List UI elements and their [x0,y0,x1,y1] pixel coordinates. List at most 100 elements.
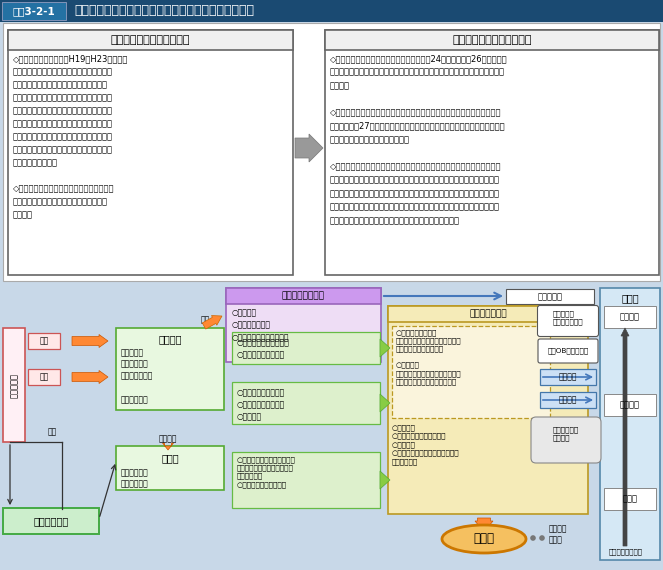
FancyBboxPatch shape [226,288,381,304]
Text: 指針: 指針 [39,373,48,381]
FancyBboxPatch shape [3,284,660,567]
FancyBboxPatch shape [604,306,656,328]
Text: 迷等の影響も手伝って、十分な工賃向上と: 迷等の影響も手伝って、十分な工賃向上と [13,145,113,154]
FancyBboxPatch shape [2,2,66,20]
FancyBboxPatch shape [600,288,660,560]
FancyBboxPatch shape [232,452,380,508]
FancyBboxPatch shape [538,339,598,363]
Text: 企業OBの送り出し: 企業OBの送り出し [548,348,589,355]
FancyBboxPatch shape [28,333,60,349]
FancyBboxPatch shape [28,369,60,385]
Text: 購入促進: 購入促進 [559,396,577,405]
Text: ハローワーク: ハローワーク [33,516,69,526]
Text: 工賃水準
の向上: 工賃水準 の向上 [549,524,568,544]
Text: 工賃向上に向けた取組みを実施。: 工賃向上に向けた取組みを実施。 [330,135,410,144]
Text: ◇工賃倍増５か年計画（H19～H23）では、: ◇工賃倍増５か年計画（H19～H23）では、 [13,54,129,63]
Text: 厚生労働省: 厚生労働省 [9,373,19,397]
Text: 企業と福祉の
交流の場: 企業と福祉の 交流の場 [553,426,579,441]
Text: から、平成27年度以降についても、「工賃向上計画」を策定し、引き続き: から、平成27年度以降についても、「工賃向上計画」を策定し、引き続き [330,121,506,131]
FancyBboxPatch shape [531,417,601,463]
Text: 発注促進: 発注促進 [559,373,577,381]
Text: 都道府県: 都道府県 [158,334,182,344]
Text: ○コンサルタント派遣
○企業との交流の促進
○人材育成: ○コンサルタント派遣 ○企業との交流の促進 ○人材育成 [237,388,285,421]
Text: 頼の獲得により安定的な作業の確保、ひいては安定的・継続的な運営に資: 頼の獲得により安定的な作業の確保、ひいては安定的・継続的な運営に資 [330,176,500,185]
FancyArrow shape [162,443,174,450]
FancyBboxPatch shape [116,328,224,410]
Text: は、必ずしも全ての事業所で計画の作成が: は、必ずしも全ての事業所で計画の作成が [13,119,113,128]
Text: ◇市町村レベル・地域レベルでの関係者の理: ◇市町村レベル・地域レベルでの関係者の理 [13,184,115,193]
Text: 経済団体: 経済団体 [620,312,640,321]
Text: ○仕事のあっせん・仲介
○仕事内容の情報提供: ○仕事のあっせん・仲介 ○仕事内容の情報提供 [237,338,290,359]
Text: 等に力点を置き、工賃向上への取組みが推: 等に力点を置き、工賃向上への取組みが推 [13,93,113,102]
Text: 一般就労移行促進: 一般就労移行促進 [609,549,643,555]
Text: 設置: 設置 [200,316,210,324]
Text: なされておらず、また、この間の景気の低: なされておらず、また、この間の景気の低 [13,132,113,141]
Text: ・都道府県
　計画の作成
　（目標設定）

・事業所支援: ・都道府県 計画の作成 （目標設定） ・事業所支援 [121,348,153,404]
Text: ◇全ての都道府県及び事業所において、平成24年度から平成26年度までの: ◇全ての都道府県及び事業所において、平成24年度から平成26年度までの [330,54,508,63]
Text: 就労支援事業所: 就労支援事業所 [469,310,507,319]
Text: 「工賃倍増５か年計画」と「工賃向上計画」について: 「工賃倍増５か年計画」と「工賃向上計画」について [74,5,254,18]
FancyBboxPatch shape [604,488,656,510]
Text: するような取組みが重要であることから、具体的には、経営力育成・強化: するような取組みが重要であることから、具体的には、経営力育成・強化 [330,189,500,198]
Text: 解や協力関係の確立なども十分とは言え: 解や協力関係の確立なども十分とは言え [13,197,108,206]
Text: 共同受注窓口組織: 共同受注窓口組織 [282,291,325,300]
Text: 実施。: 実施。 [330,81,350,90]
FancyBboxPatch shape [8,30,293,275]
FancyArrow shape [380,339,390,357]
FancyBboxPatch shape [325,30,659,50]
Text: ◇工賃向上に当たっては、計画に基づいた継続的な取組みが重要であること: ◇工賃向上に当たっては、計画に基づいた継続的な取組みが重要であること [330,108,501,117]
FancyBboxPatch shape [116,446,224,490]
FancyBboxPatch shape [8,30,293,50]
Text: 都道府県レベルでの計画作成・関係機関や: 都道府県レベルでの計画作成・関係機関や [13,67,113,76]
Text: ３か年を対象とした「工賃向上計画」を策定し、工賃向上に向けた取組みを: ３か年を対象とした「工賃向上計画」を策定し、工賃向上に向けた取組みを [330,67,505,76]
Text: 仕事の発注: 仕事の発注 [538,292,562,301]
Text: ○経営力育成・強化
　（工賃向上計画の策定及び管理
　者の意識向上を図る）

○技術向上
　（専門家による技術指導や経営
　指導のアドバイス等を行う）: ○経営力育成・強化 （工賃向上計画の策定及び管理 者の意識向上を図る） ○技術向… [396,329,461,385]
FancyBboxPatch shape [392,326,550,418]
Circle shape [539,535,545,541]
FancyBboxPatch shape [506,289,594,304]
Text: 利用者: 利用者 [473,532,495,545]
FancyBboxPatch shape [388,306,588,514]
Text: 向上、共同化の推進のための支援の強化・促進を図る。: 向上、共同化の推進のための支援の強化・促進を図る。 [330,216,460,225]
Text: 産業界: 産業界 [621,293,639,303]
FancyBboxPatch shape [0,0,663,22]
FancyBboxPatch shape [226,288,381,362]
FancyArrow shape [621,328,629,546]
Text: 補助: 補助 [39,336,48,345]
Text: なり得ていない。: なり得ていない。 [13,158,58,167]
FancyBboxPatch shape [3,23,660,281]
Text: ○計画作成
○経営改善、商品開発　等
○市場開拓
○複数の事業所の協働した受注、
　品質管理等: ○計画作成 ○経営改善、商品開発 等 ○市場開拓 ○複数の事業所の協働した受注、… [392,424,459,465]
FancyBboxPatch shape [232,382,380,424]
FancyBboxPatch shape [540,392,596,408]
Text: 協力依頼: 協力依頼 [158,434,177,443]
FancyArrow shape [475,518,493,532]
Text: 企　業: 企 業 [623,495,638,503]
FancyBboxPatch shape [232,332,380,364]
Text: ない。: ない。 [13,210,33,219]
Text: ○広報誌や商工団体への協力
　依頼による企業からの仕事
　の発注促進
○官公需の発注促進など: ○広報誌や商工団体への協力 依頼による企業からの仕事 の発注促進 ○官公需の発注… [237,456,296,488]
FancyBboxPatch shape [538,306,599,336]
FancyArrow shape [380,394,390,412]
FancyArrow shape [72,335,108,348]
Text: ◇工賃向上に向けた取組みに当たっては、作業の質を高め、発注元企業の信: ◇工賃向上に向けた取組みに当たっては、作業の質を高め、発注元企業の信 [330,162,501,171]
Text: 産業団体: 産業団体 [620,401,640,409]
Circle shape [521,535,527,541]
FancyBboxPatch shape [3,508,99,534]
FancyArrow shape [380,471,390,489]
Text: ・工賃向上に
　向けた支援: ・工賃向上に 向けた支援 [121,468,149,489]
Text: ○窓口業務
○あっせん・仲介
○品質管理・技術的支援等: ○窓口業務 ○あっせん・仲介 ○品質管理・技術的支援等 [232,308,290,342]
Text: 進されてきたが、個々の事業所のレベルで: 進されてきたが、個々の事業所のレベルで [13,106,113,115]
Text: 連携: 連携 [48,428,57,437]
FancyArrow shape [72,370,108,384]
Text: 工賃向上計画による取組み: 工賃向上計画による取組み [452,35,532,45]
Ellipse shape [442,525,526,553]
Text: 商工団体等の関係者との連携体制の確立: 商工団体等の関係者との連携体制の確立 [13,80,108,89]
Text: 民間企業の
ノウハウを活用: 民間企業の ノウハウを活用 [553,310,583,325]
Text: や専門家（例：農業の専門家等）による技術指導や経営指導による技術の: や専門家（例：農業の専門家等）による技術指導や経営指導による技術の [330,202,500,211]
Text: 工賃倍増５か年計画の課題: 工賃倍増５か年計画の課題 [110,35,190,45]
FancyBboxPatch shape [540,369,596,385]
Text: 市町村: 市町村 [161,453,179,463]
FancyBboxPatch shape [325,30,659,275]
FancyBboxPatch shape [604,394,656,416]
Text: 図表3-2-1: 図表3-2-1 [13,6,56,16]
